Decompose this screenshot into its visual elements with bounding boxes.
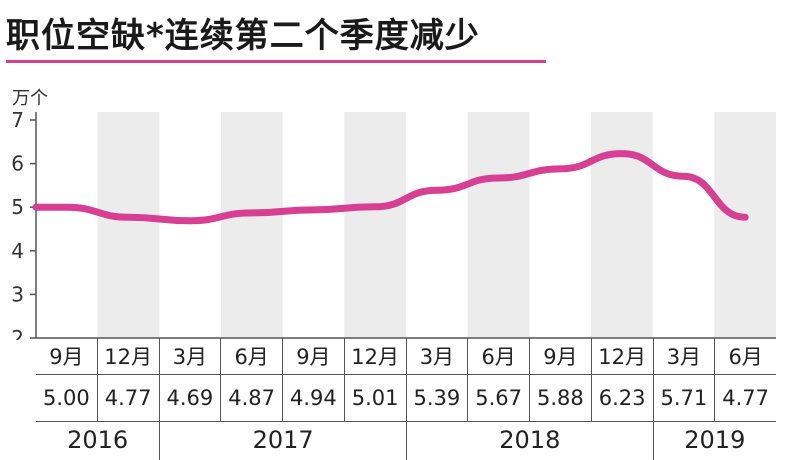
value-label: 4.77 — [714, 375, 776, 421]
year-label: 2018 — [405, 420, 653, 460]
column-stripe — [714, 112, 776, 338]
month-label: 3月 — [158, 338, 221, 374]
column-stripe — [344, 112, 406, 338]
y-tick-label: 7 — [11, 108, 24, 132]
data-table: 9月 12月 3月 6月 9月 12月 3月 6月 9月 12月 3月 6月 5.00 4.77 4.69… — [36, 338, 776, 460]
month-label: 9月 — [282, 338, 344, 374]
series-line — [32, 150, 749, 225]
y-axis-unit: 万个 — [12, 88, 48, 109]
value-label: 4.69 — [158, 375, 221, 421]
month-label: 9月 — [529, 338, 591, 374]
column-stripes — [97, 112, 776, 338]
year-row: 2016 2017 2018 2019 — [36, 420, 776, 460]
year-label: 2016 — [67, 426, 129, 454]
column-stripe — [221, 112, 283, 338]
value-label: 5.67 — [467, 375, 529, 421]
month-label: 9月 — [49, 345, 84, 369]
month-label: 3月 — [652, 338, 715, 374]
series-layer — [32, 150, 749, 225]
month-label: 6月 — [467, 338, 529, 374]
value-label: 4.77 — [96, 375, 159, 421]
month-row: 9月 12月 3月 6月 9月 12月 3月 6月 9月 12月 3月 6月 — [36, 338, 776, 374]
value-label: 5.71 — [652, 375, 715, 421]
value-label: 5.01 — [343, 375, 406, 421]
column-stripe — [97, 112, 160, 338]
y-tick-label: 3 — [11, 282, 24, 306]
title-underline — [6, 60, 546, 63]
value-label: 4.94 — [282, 375, 344, 421]
y-tick-label: 2 — [11, 326, 24, 340]
column-stripe — [591, 112, 653, 338]
value-label: 4.87 — [220, 375, 282, 421]
value-label: 5.88 — [529, 375, 591, 421]
chart-title: 职位空缺*连续第二个季度减少 — [6, 16, 480, 56]
month-label: 6月 — [714, 338, 776, 374]
y-tick-label: 5 — [11, 195, 24, 219]
line-chart: 2 3 4 5 6 7 — [11, 108, 776, 340]
month-label: 6月 — [220, 338, 282, 374]
value-label: 5.00 — [42, 386, 90, 410]
month-label: 3月 — [405, 338, 468, 374]
y-tick-label: 6 — [11, 152, 24, 176]
month-label: 12月 — [343, 338, 406, 374]
column-stripe — [467, 112, 530, 338]
month-label: 12月 — [590, 338, 653, 374]
value-label: 6.23 — [590, 375, 653, 421]
month-label: 12月 — [96, 338, 159, 374]
value-row: 5.00 4.77 4.69 4.87 4.94 5.01 5.39 5.67 5.88 6.23… — [36, 374, 776, 422]
year-label: 2019 — [652, 420, 776, 460]
y-tick-label: 4 — [11, 239, 24, 263]
y-axis-ticks: 2 3 4 5 6 7 — [11, 108, 36, 340]
value-label: 5.39 — [405, 375, 468, 421]
year-label: 2017 — [159, 420, 406, 460]
